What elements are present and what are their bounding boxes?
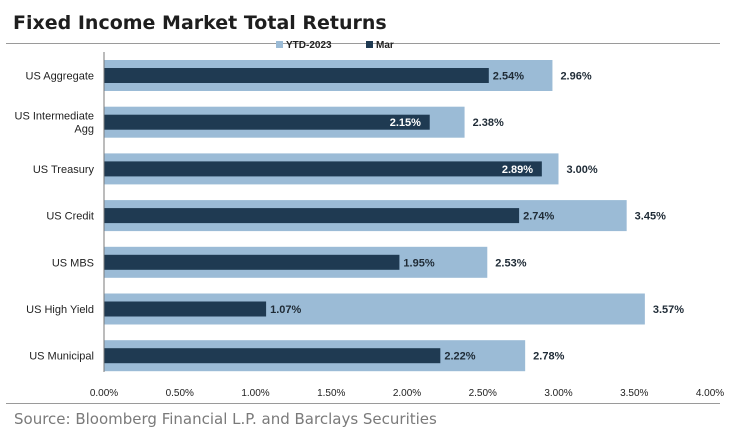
category-label: US Credit <box>46 211 94 223</box>
x-tick-label: 4.00% <box>696 388 724 399</box>
x-tick-label: 2.50% <box>469 388 497 399</box>
bar-mar <box>104 301 267 317</box>
footer-divider <box>6 403 720 404</box>
x-axis: 0.00% 0.50% 1.00% 1.50% 2.00% 2.50% 3.00% 3.50%… <box>90 52 724 399</box>
value-label-mar: 2.54% <box>493 71 524 83</box>
value-label-ytd: 3.57% <box>653 304 684 316</box>
chart-title: Fixed Income Market Total Returns <box>13 12 387 34</box>
value-label-mar: 2.89% <box>502 164 533 176</box>
category-label: US Treasury <box>33 164 95 176</box>
bar-mar <box>104 161 542 177</box>
category-label: US Aggregate <box>26 71 95 83</box>
value-label-ytd: 3.00% <box>567 164 598 176</box>
bar-mar <box>104 254 400 270</box>
legend-label: YTD-2023 <box>286 40 332 51</box>
legend-swatch <box>366 41 373 48</box>
x-tick-label: 1.00% <box>241 388 269 399</box>
x-tick-label: 3.50% <box>620 388 648 399</box>
value-label-ytd: 3.45% <box>635 211 666 223</box>
value-label-mar: 2.22% <box>444 351 475 363</box>
bars: 2.54% 2.96% 2.15% 2.38% 2.89% 3.00% 2.74% 3.45%… <box>104 60 684 372</box>
x-tick-label: 2.00% <box>393 388 421 399</box>
value-label-ytd: 2.96% <box>560 71 591 83</box>
value-label-ytd: 2.53% <box>495 257 526 269</box>
legend: YTD-2023 Mar <box>276 40 394 51</box>
x-tick-label: 0.00% <box>90 388 118 399</box>
legend-label: Mar <box>376 40 394 51</box>
x-tick-label: 1.50% <box>317 388 345 399</box>
title-divider <box>6 43 720 44</box>
x-tick-label: 3.00% <box>544 388 572 399</box>
category-label: US Municipal <box>29 351 94 363</box>
bar-chart: YTD-2023 Mar 2.54% 2.96% 2.15% 2.38% 2.89% 3.0… <box>15 40 725 399</box>
value-label-mar: 1.95% <box>403 257 434 269</box>
source-note: Source: Bloomberg Financial L.P. and Bar… <box>14 410 437 428</box>
value-label-mar: 2.15% <box>390 117 421 129</box>
value-label-mar: 1.07% <box>270 304 301 316</box>
category-label: US High Yield <box>26 304 94 316</box>
category-label: US MBS <box>52 257 94 269</box>
bar-mar <box>104 68 489 83</box>
legend-swatch <box>276 41 283 48</box>
category-label: Agg <box>74 124 94 136</box>
bar-mar <box>104 208 520 224</box>
bar-mar <box>104 348 441 364</box>
value-label-ytd: 2.38% <box>473 117 504 129</box>
bar-mar <box>104 114 430 130</box>
value-label-mar: 2.74% <box>523 211 554 223</box>
x-tick-label: 0.50% <box>166 388 194 399</box>
value-label-ytd: 2.78% <box>533 351 564 363</box>
category-label: US Intermediate <box>15 111 94 123</box>
